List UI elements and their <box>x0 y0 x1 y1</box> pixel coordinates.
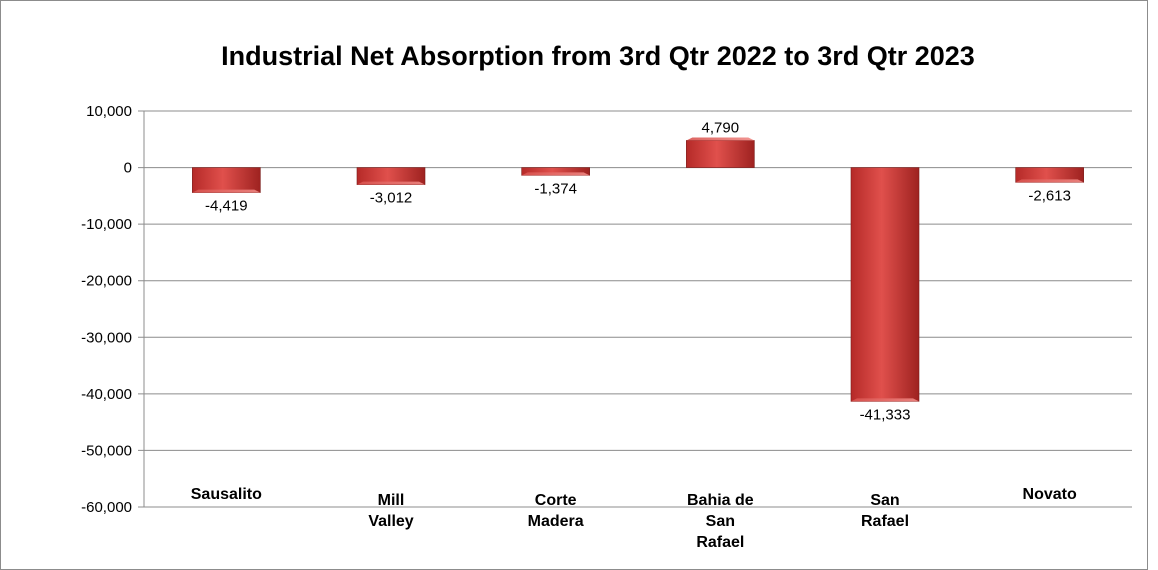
category-label-line: Mill <box>378 492 405 509</box>
category-label-line: Bahia de <box>687 492 754 509</box>
data-label: -4,419 <box>205 198 248 215</box>
category-label-line: Madera <box>528 513 584 530</box>
bar-top-face <box>686 137 755 141</box>
chart: Industrial Net Absorption from 3rd Qtr 2… <box>81 41 1132 551</box>
category-label: San Rafael <box>861 492 909 530</box>
gridlines <box>138 110 1132 508</box>
y-axis-ticks: 10,000 0 -10,000 -20,000 -30,000 -40,000 -50,0… <box>81 103 132 516</box>
category-labels: Sausalito Mill Valley Corte Madera Bahia de Sa… <box>191 486 1077 551</box>
y-tick-label: -30,000 <box>81 329 132 346</box>
bars <box>192 137 1084 402</box>
chart-title: Industrial Net Absorption from 3rd Qtr 2… <box>221 41 975 71</box>
category-label: Mill Valley <box>368 492 413 530</box>
data-label: -3,012 <box>370 190 413 207</box>
y-tick-label: -20,000 <box>81 273 132 290</box>
bar <box>192 167 261 193</box>
category-label: Bahia de San Rafael <box>687 492 754 551</box>
category-label-line: Valley <box>368 513 413 530</box>
y-tick-label: -10,000 <box>81 216 132 233</box>
bar <box>850 167 920 402</box>
y-tick-label: 10,000 <box>86 103 132 120</box>
data-label: 4,790 <box>702 119 740 136</box>
category-label-line: Novato <box>1023 486 1077 503</box>
data-label: -1,374 <box>534 180 577 197</box>
bar-top-face <box>357 181 425 185</box>
category-label-line: Sausalito <box>191 486 262 503</box>
bar-top-face <box>521 172 590 176</box>
category-label: Sausalito <box>191 486 262 503</box>
y-tick-label: -40,000 <box>81 386 132 403</box>
category-label-line: San <box>706 513 735 530</box>
y-tick-label: 0 <box>124 160 132 177</box>
category-label-line: Corte <box>535 492 577 509</box>
data-labels: -4,419 -3,012 -1,374 4,790 -41,333 -2,613 <box>205 119 1071 423</box>
y-tick-label: -50,000 <box>81 442 132 459</box>
y-tick-label: -60,000 <box>81 499 132 516</box>
data-label: -2,613 <box>1028 187 1071 204</box>
bar <box>686 140 755 168</box>
data-label: -41,333 <box>860 406 911 423</box>
category-label-line: Rafael <box>696 534 744 551</box>
bar-top-face <box>1015 179 1084 183</box>
category-label: Corte Madera <box>528 492 584 530</box>
bar-top-face <box>851 398 919 402</box>
category-label: Novato <box>1023 486 1077 503</box>
bar-top-face <box>192 189 261 193</box>
category-label-line: San <box>870 492 899 509</box>
category-label-line: Rafael <box>861 513 909 530</box>
